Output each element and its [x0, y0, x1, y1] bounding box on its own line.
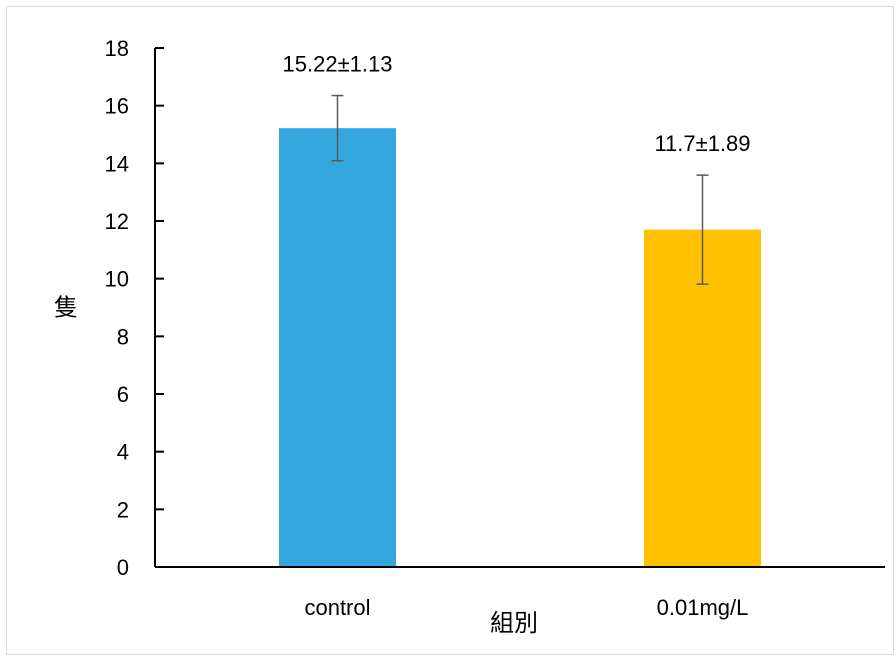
y-tick-label: 10	[105, 267, 129, 292]
error-bars	[331, 94, 709, 285]
x-axis-title: 組別	[490, 609, 538, 637]
data-label: 15.22±1.13	[283, 52, 393, 77]
y-tick-label: 0	[117, 555, 129, 580]
y-tick-label: 6	[117, 382, 129, 407]
x-axis: control 0.01mg/L	[155, 566, 885, 620]
y-tick-label: 2	[117, 497, 129, 522]
data-label: 11.7±1.89	[654, 131, 750, 156]
y-tick-label: 4	[117, 440, 129, 465]
y-axis: 0 2 4 6 8 10 12 14 16 18	[105, 36, 164, 580]
bars	[279, 128, 761, 567]
y-tick-label: 14	[105, 151, 129, 176]
y-tick-label: 8	[117, 324, 129, 349]
x-category-label: 0.01mg/L	[657, 595, 749, 620]
y-tick-label: 16	[105, 94, 129, 119]
bar	[644, 229, 761, 567]
bar	[279, 128, 396, 567]
y-tick-label: 12	[105, 209, 129, 234]
x-category-label: control	[304, 595, 370, 620]
y-axis-title: 隻	[54, 294, 78, 322]
data-labels: 15.22±1.13 11.7±1.89	[283, 52, 751, 157]
y-tick-label: 18	[105, 36, 129, 61]
